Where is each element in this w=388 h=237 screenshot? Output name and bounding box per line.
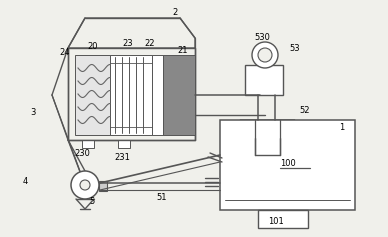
Bar	[75, 55, 113, 135]
Bar	[245, 65, 283, 95]
Text: 20: 20	[88, 41, 98, 50]
Polygon shape	[240, 120, 295, 138]
Text: 3: 3	[30, 108, 36, 117]
Bar	[118, 140, 130, 148]
Circle shape	[258, 48, 272, 62]
Text: 2: 2	[172, 8, 178, 17]
Text: 5: 5	[89, 197, 95, 206]
Text: 51: 51	[157, 192, 167, 201]
Text: 530: 530	[254, 32, 270, 41]
Circle shape	[71, 171, 99, 199]
Text: 53: 53	[290, 44, 300, 53]
Text: 23: 23	[123, 38, 133, 47]
Bar	[220, 120, 355, 210]
Text: 100: 100	[280, 159, 296, 168]
Bar	[82, 140, 94, 148]
Text: 24: 24	[60, 47, 70, 56]
Polygon shape	[68, 18, 195, 48]
Circle shape	[80, 180, 90, 190]
Text: 231: 231	[114, 154, 130, 163]
Bar	[99, 181, 107, 191]
Text: 21: 21	[178, 46, 188, 55]
Bar	[152, 55, 163, 135]
Text: 1: 1	[340, 123, 345, 132]
Text: 52: 52	[300, 105, 310, 114]
Text: 22: 22	[145, 38, 155, 47]
Bar	[68, 48, 195, 140]
Bar	[163, 55, 195, 135]
Bar	[110, 55, 152, 135]
Text: 101: 101	[268, 217, 284, 225]
Circle shape	[252, 42, 278, 68]
Text: 230: 230	[74, 149, 90, 158]
Text: 4: 4	[23, 178, 28, 187]
Bar	[258, 210, 308, 228]
